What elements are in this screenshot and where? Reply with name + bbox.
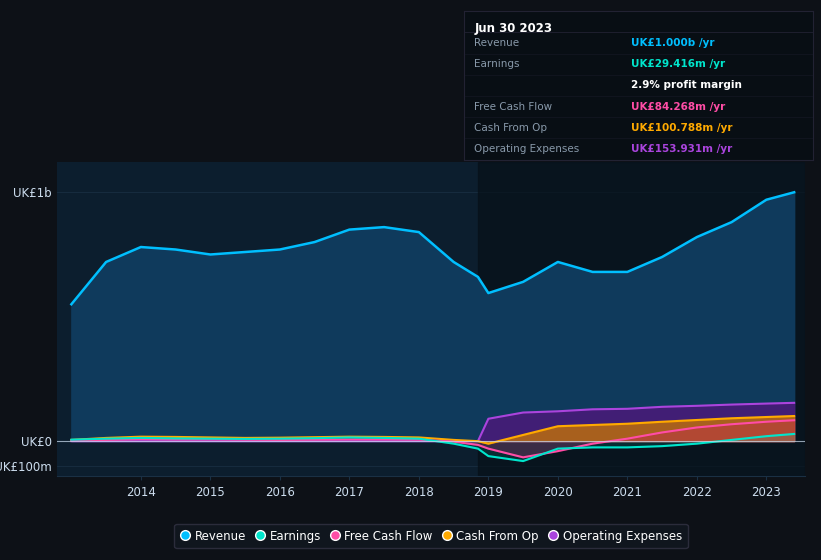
Text: Revenue: Revenue [475, 38, 520, 48]
Bar [478, 162, 805, 476]
Text: 2.9% profit margin: 2.9% profit margin [631, 81, 742, 90]
Text: UK£29.416m /yr: UK£29.416m /yr [631, 59, 726, 69]
Text: UK£153.931m /yr: UK£153.931m /yr [631, 144, 732, 154]
Text: Free Cash Flow: Free Cash Flow [475, 101, 553, 111]
Text: Jun 30 2023: Jun 30 2023 [475, 22, 553, 35]
Text: UK£84.268m /yr: UK£84.268m /yr [631, 101, 726, 111]
Text: UK£1.000b /yr: UK£1.000b /yr [631, 38, 715, 48]
Text: Operating Expenses: Operating Expenses [475, 144, 580, 154]
Legend: Revenue, Earnings, Free Cash Flow, Cash From Op, Operating Expenses: Revenue, Earnings, Free Cash Flow, Cash … [174, 524, 688, 548]
Text: Earnings: Earnings [475, 59, 520, 69]
Text: UK£100.788m /yr: UK£100.788m /yr [631, 123, 733, 133]
Text: Cash From Op: Cash From Op [475, 123, 548, 133]
